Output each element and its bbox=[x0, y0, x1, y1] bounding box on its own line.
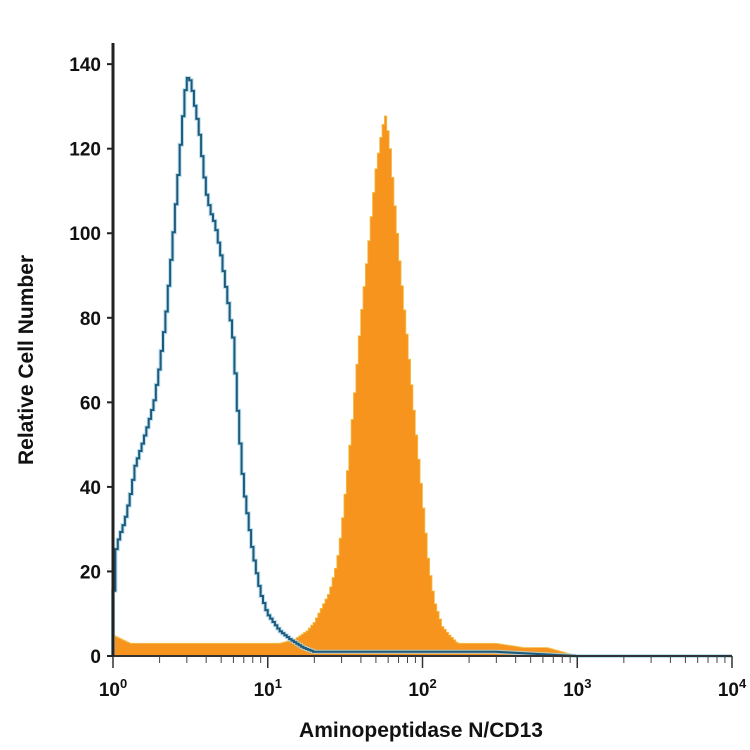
x-tick-label: 102 bbox=[408, 676, 436, 701]
series-0-filled-histogram bbox=[112, 115, 732, 657]
y-tick-label: 60 bbox=[80, 393, 101, 414]
y-axis-title: Relative Cell Number bbox=[15, 255, 38, 465]
y-axis-ticks: 0 20 40 60 80 100 120 140 bbox=[69, 55, 113, 668]
plot-area bbox=[111, 75, 732, 658]
y-tick-label: 120 bbox=[69, 140, 101, 161]
y-tick-label: 100 bbox=[69, 224, 101, 245]
x-tick-label: 104 bbox=[718, 676, 747, 701]
x-axis-ticks: 100 101 102 103 104 bbox=[99, 656, 747, 701]
x-axis-title: Aminopeptidase N/CD13 bbox=[299, 719, 543, 742]
y-tick-label: 140 bbox=[69, 55, 101, 76]
y-tick-label: 0 bbox=[90, 647, 101, 668]
y-tick-label: 80 bbox=[80, 309, 101, 330]
x-tick-label: 101 bbox=[254, 676, 282, 701]
x-tick-label: 103 bbox=[563, 676, 591, 701]
y-tick-label: 40 bbox=[80, 478, 101, 499]
x-tick-label: 100 bbox=[99, 676, 127, 701]
y-tick-label: 20 bbox=[80, 562, 101, 583]
